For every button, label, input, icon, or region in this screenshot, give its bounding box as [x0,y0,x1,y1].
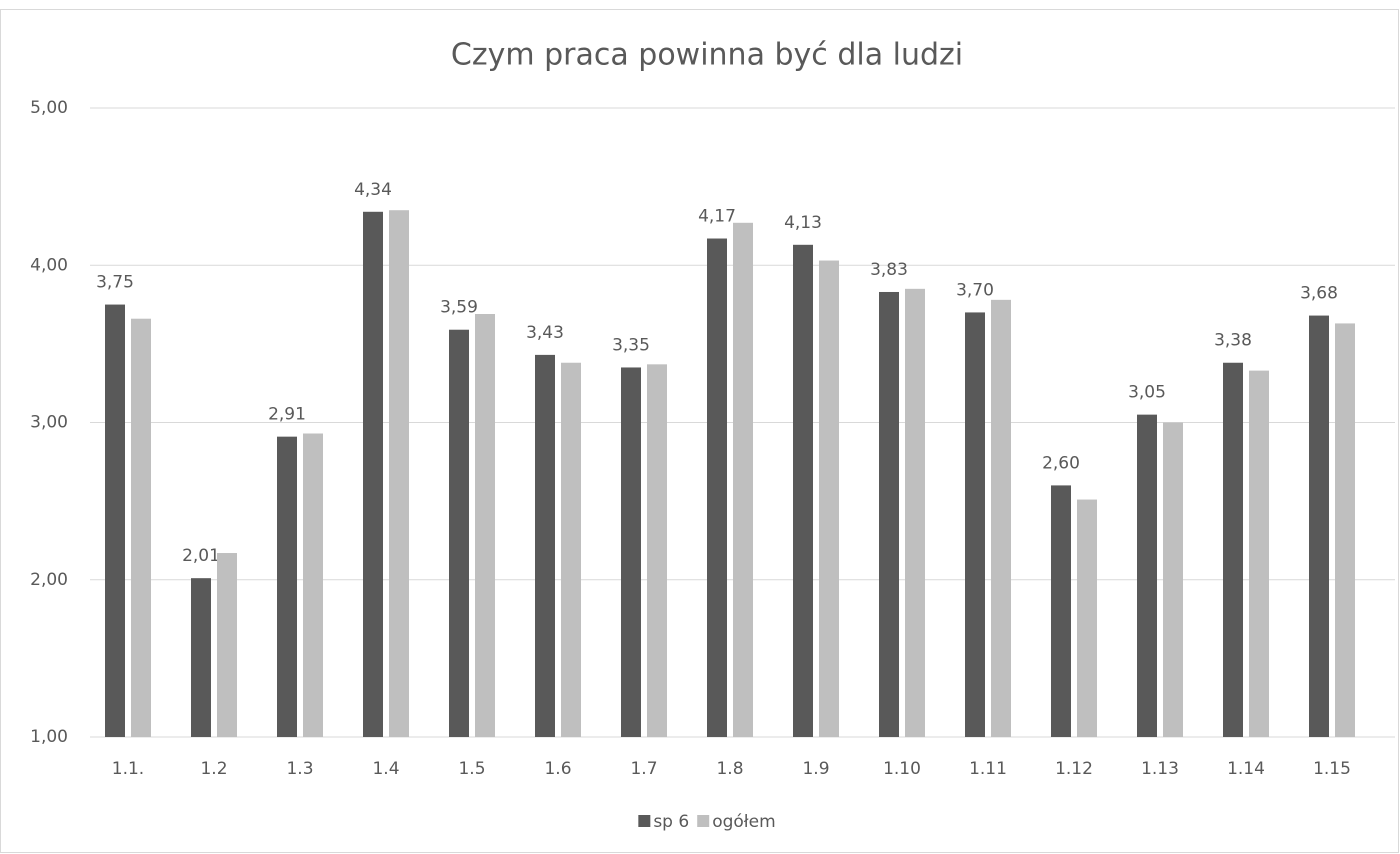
bar [449,329,469,737]
data-label: 3,38 [1214,331,1252,351]
data-label: 2,01 [182,546,220,566]
data-label: 4,34 [354,180,392,200]
x-tick-label: 1.1. [112,759,144,779]
data-label: 3,05 [1128,383,1166,403]
x-tick-label: 1.4 [372,759,399,779]
y-tick-label: 1,00 [30,727,68,747]
x-tick-label: 1.3 [286,759,313,779]
bar [131,318,151,737]
x-tick-label: 1.6 [544,759,571,779]
data-label: 3,70 [956,280,994,300]
bar [1223,362,1243,737]
bar [707,238,727,737]
x-tick-label: 1.14 [1227,759,1265,779]
bar [1335,323,1355,737]
data-label: 2,91 [268,405,306,425]
y-tick-label: 3,00 [30,413,68,433]
chart-title: Czym praca powinna być dla ludzi [451,38,963,73]
bar [1137,414,1157,737]
bar [1309,315,1329,737]
bar [363,211,383,737]
y-tick-label: 5,00 [30,98,68,118]
bar [965,312,985,737]
bar [1077,499,1097,737]
x-tick-label: 1.12 [1055,759,1093,779]
legend-swatch [638,815,651,827]
data-label: 3,59 [440,298,478,318]
legend-label: ogółem [712,812,775,832]
bar [621,367,641,737]
x-tick-label: 1.5 [458,759,485,779]
bar [303,433,323,737]
x-tick-label: 1.11 [969,759,1007,779]
bar [561,362,581,737]
data-label: 2,60 [1042,453,1080,473]
bar [1051,485,1071,737]
x-tick-label: 1.10 [883,759,921,779]
bar [389,210,409,737]
legend-swatch [697,815,710,827]
data-label: 3,75 [96,273,134,293]
x-tick-label: 1.7 [630,759,657,779]
bar [1163,422,1183,737]
x-tick-label: 1.13 [1141,759,1179,779]
bar [1249,370,1269,737]
bar [535,354,555,737]
bar [105,304,125,737]
bar [217,553,237,737]
bar [647,364,667,737]
y-tick-label: 4,00 [30,255,68,275]
bar [879,291,899,737]
data-label: 4,13 [784,213,822,233]
bar [991,299,1011,737]
x-tick-label: 1.8 [716,759,743,779]
data-label: 3,43 [526,323,564,343]
y-tick-label: 2,00 [30,570,68,590]
x-tick-label: 1.2 [200,759,227,779]
data-label: 3,35 [612,335,650,355]
data-label: 3,83 [870,260,908,280]
legend-label: sp 6 [653,812,689,832]
bar [793,244,813,737]
bar [475,313,495,737]
bar [733,222,753,738]
x-tick-label: 1.9 [802,759,829,779]
data-label: 3,68 [1300,284,1338,304]
bar [277,436,297,737]
bar [191,578,211,737]
x-tick-label: 1.15 [1313,759,1351,779]
bar [905,288,925,737]
bar [819,260,839,737]
data-label: 4,17 [698,207,736,227]
